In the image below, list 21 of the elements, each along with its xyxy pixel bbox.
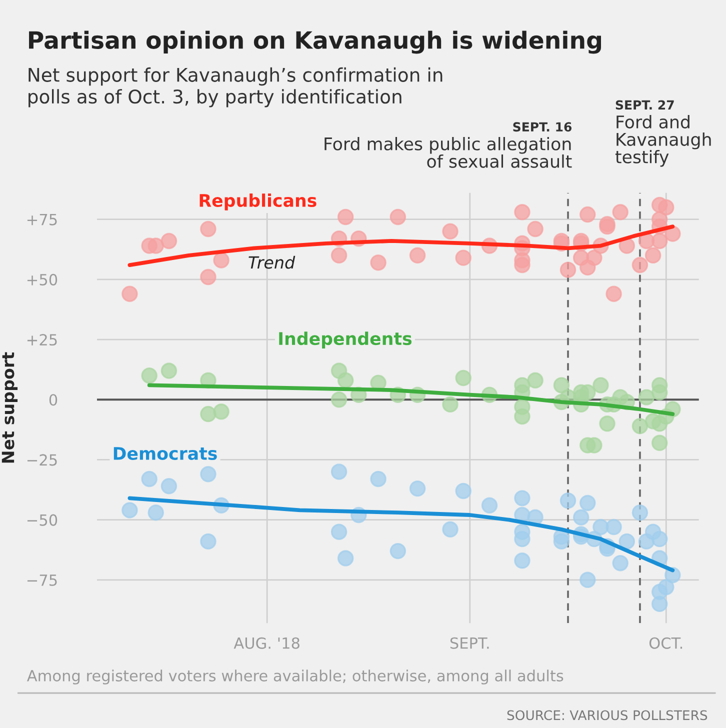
y-tick-label: +75 xyxy=(27,214,57,226)
y-tick-label: +25 xyxy=(27,334,57,346)
source-note: SOURCE: VARIOUS POLLSTERS xyxy=(507,710,708,720)
text: Independents xyxy=(279,332,412,348)
annotation: Trend xyxy=(248,256,296,269)
y-tick-label: −75 xyxy=(27,574,57,586)
series-label: Republicans xyxy=(200,194,316,210)
x-tick-label: AUG. '18 xyxy=(234,637,300,649)
y-tick-label: +50 xyxy=(27,274,58,286)
text: Among registered voters where available; otherwise, among all adults xyxy=(26,670,564,684)
x-tick-label: SEPT. xyxy=(450,637,489,649)
y-axis-title: Net support xyxy=(2,352,18,463)
ref-line-label: SEPT. 27 Ford and Kavanaugh testify xyxy=(615,100,711,167)
x-tick-label: OCT. xyxy=(649,637,682,649)
ref-line-label: SEPT. 16 Ford makes public allegation of sexual assault xyxy=(324,122,572,168)
chart-subtitle: Net support for Kavanaugh’s confirmation in polls as of Oct. 3, by party identification xyxy=(28,67,442,108)
y-tick-label: 0 xyxy=(49,394,58,406)
y-tick-label: −50 xyxy=(27,514,58,526)
y-tick-label: −25 xyxy=(27,454,57,466)
text: Democrats xyxy=(114,447,217,460)
chart-title: Partisan opinion on Kavanaugh is widening xyxy=(29,30,601,54)
